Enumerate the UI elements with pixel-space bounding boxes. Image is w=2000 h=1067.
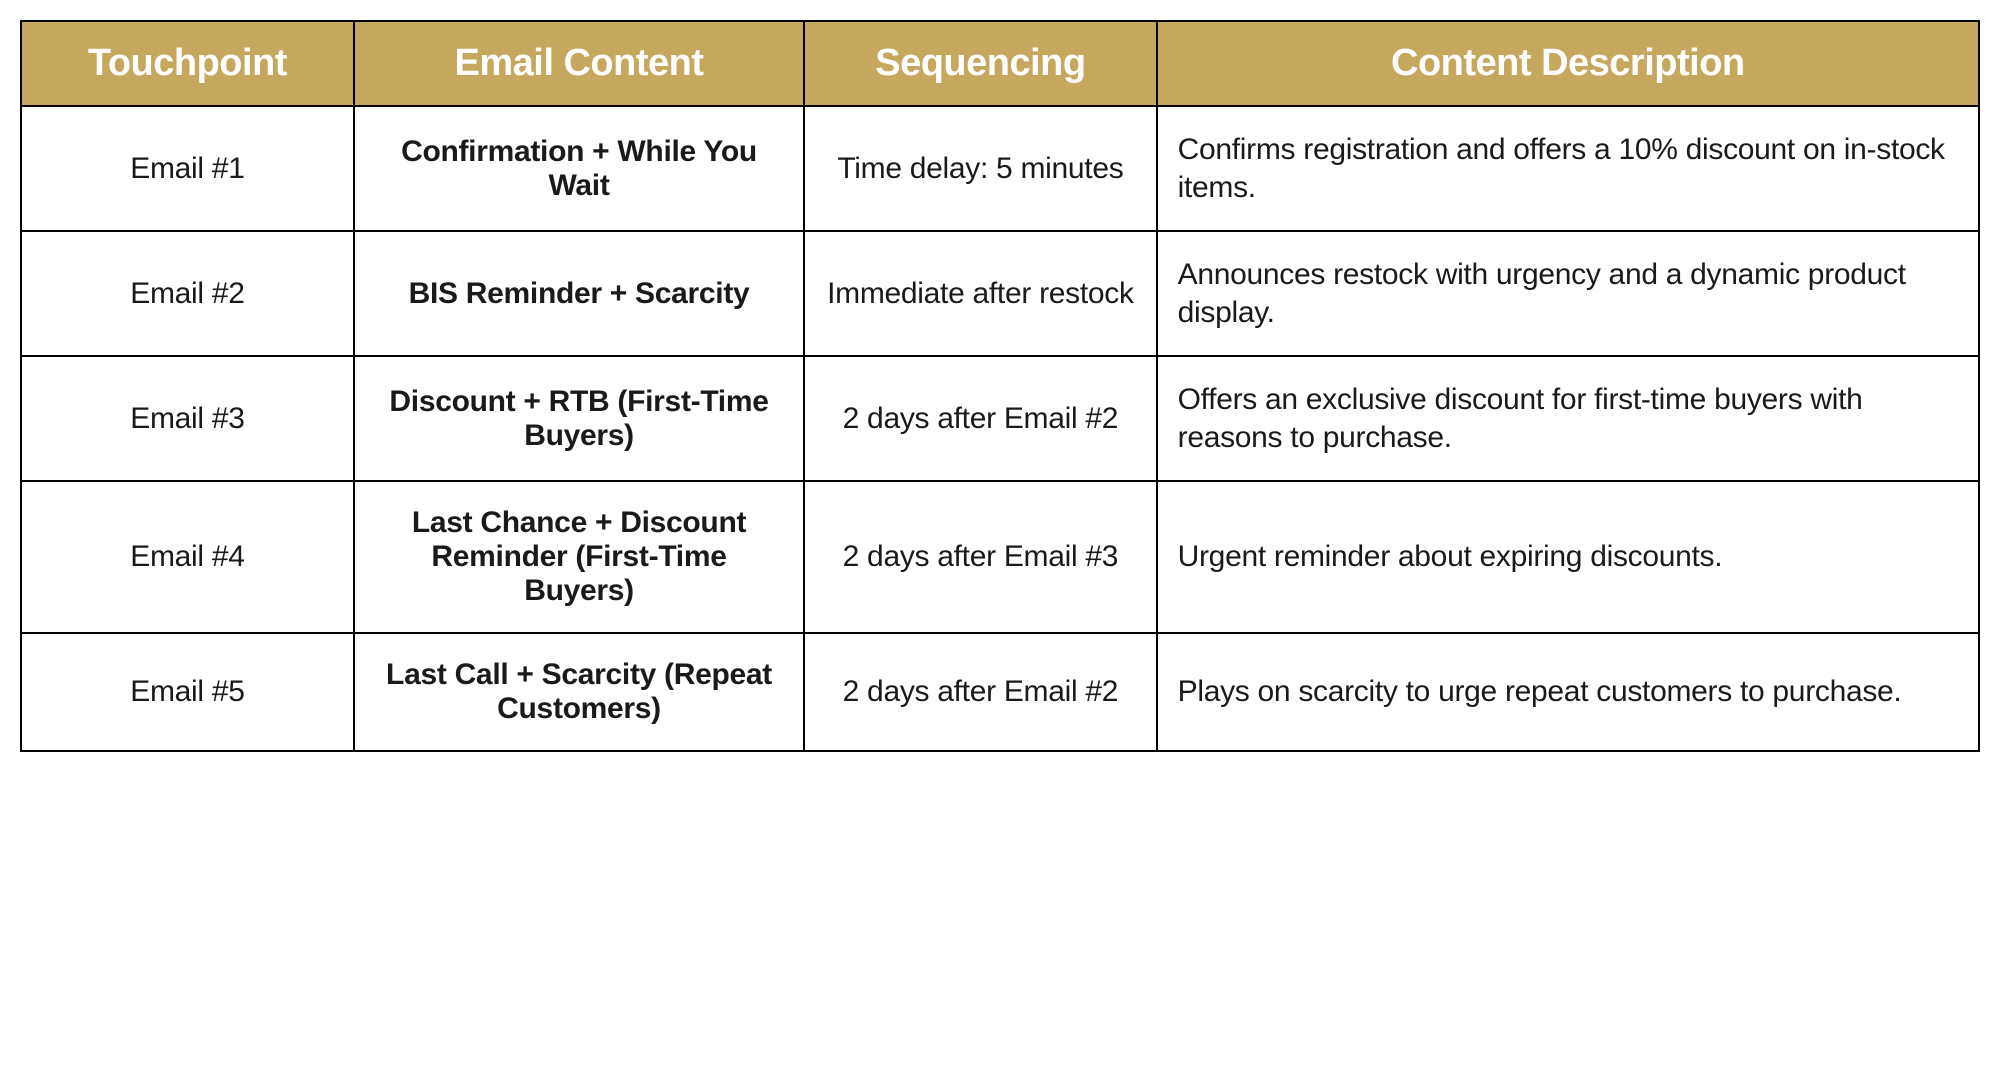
cell-description: Offers an exclusive discount for first-t… — [1157, 356, 1979, 481]
cell-touchpoint: Email #5 — [21, 633, 354, 751]
cell-email-content: BIS Reminder + Scarcity — [354, 231, 804, 356]
cell-email-content: Discount + RTB (First-Time Buyers) — [354, 356, 804, 481]
cell-sequencing: 2 days after Email #3 — [804, 481, 1156, 633]
table-body: Email #1 Confirmation + While You Wait T… — [21, 106, 1979, 751]
cell-touchpoint: Email #1 — [21, 106, 354, 231]
header-description: Content Description — [1157, 21, 1979, 106]
table-row: Email #1 Confirmation + While You Wait T… — [21, 106, 1979, 231]
header-email-content: Email Content — [354, 21, 804, 106]
header-touchpoint: Touchpoint — [21, 21, 354, 106]
table-header: Touchpoint Email Content Sequencing Cont… — [21, 21, 1979, 106]
table-header-row: Touchpoint Email Content Sequencing Cont… — [21, 21, 1979, 106]
cell-touchpoint: Email #3 — [21, 356, 354, 481]
table-row: Email #5 Last Call + Scarcity (Repeat Cu… — [21, 633, 1979, 751]
cell-description: Confirms registration and offers a 10% d… — [1157, 106, 1979, 231]
cell-email-content: Last Chance + Discount Reminder (First-T… — [354, 481, 804, 633]
cell-email-content: Confirmation + While You Wait — [354, 106, 804, 231]
cell-touchpoint: Email #2 — [21, 231, 354, 356]
cell-sequencing: 2 days after Email #2 — [804, 633, 1156, 751]
cell-sequencing: 2 days after Email #2 — [804, 356, 1156, 481]
table-row: Email #3 Discount + RTB (First-Time Buye… — [21, 356, 1979, 481]
email-sequence-table: Touchpoint Email Content Sequencing Cont… — [20, 20, 1980, 752]
cell-touchpoint: Email #4 — [21, 481, 354, 633]
cell-description: Urgent reminder about expiring discounts… — [1157, 481, 1979, 633]
cell-description: Plays on scarcity to urge repeat custome… — [1157, 633, 1979, 751]
table-row: Email #4 Last Chance + Discount Reminder… — [21, 481, 1979, 633]
table: Touchpoint Email Content Sequencing Cont… — [20, 20, 1980, 752]
cell-sequencing: Time delay: 5 minutes — [804, 106, 1156, 231]
cell-sequencing: Immediate after restock — [804, 231, 1156, 356]
cell-description: Announces restock with urgency and a dyn… — [1157, 231, 1979, 356]
cell-email-content: Last Call + Scarcity (Repeat Customers) — [354, 633, 804, 751]
header-sequencing: Sequencing — [804, 21, 1156, 106]
table-row: Email #2 BIS Reminder + Scarcity Immedia… — [21, 231, 1979, 356]
